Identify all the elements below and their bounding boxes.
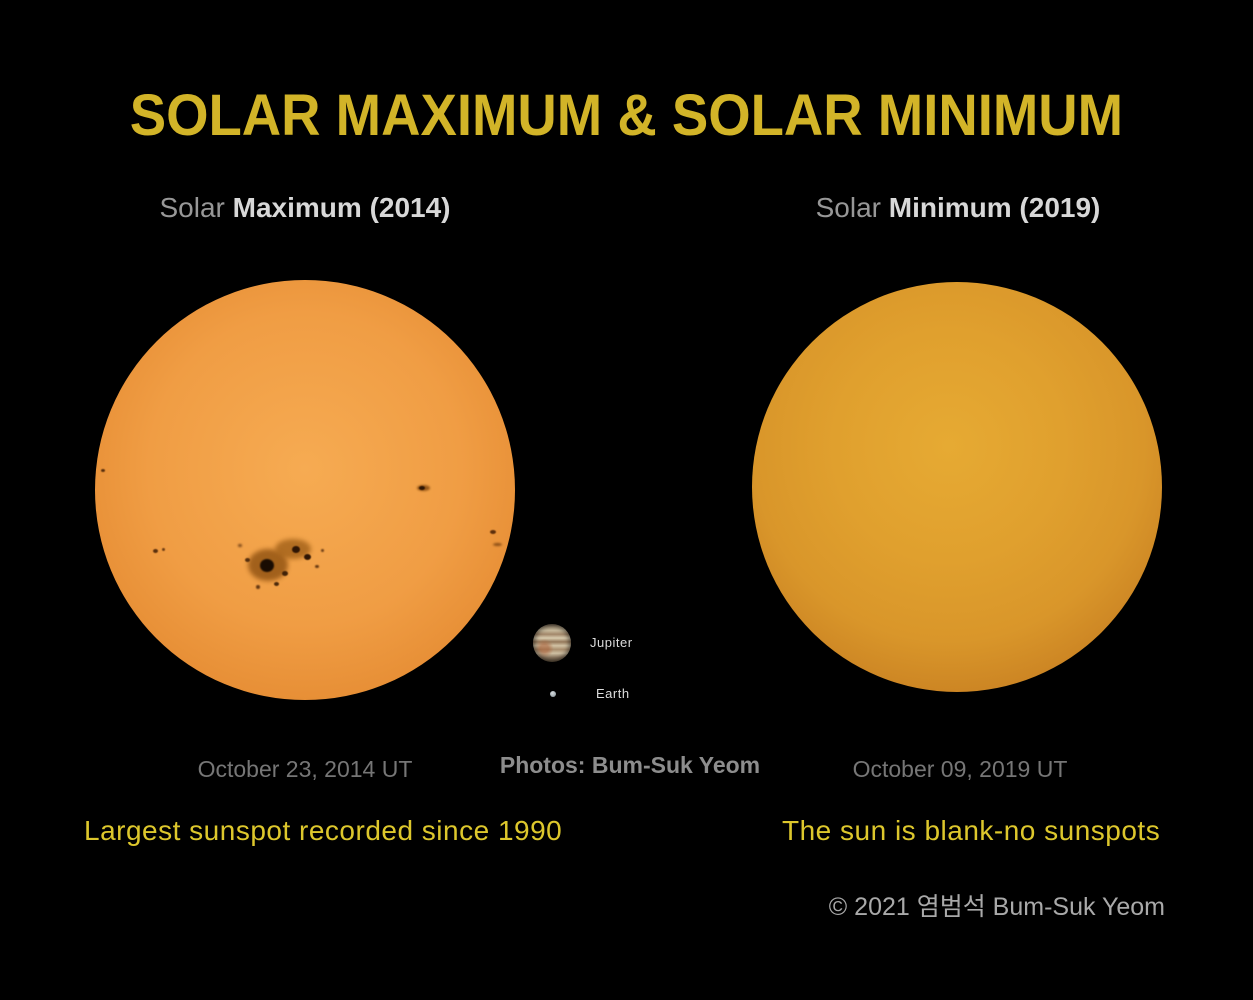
sunspot-layer: [95, 280, 515, 700]
sunspot: [320, 548, 324, 552]
panel-label-solar-maximum: Solar Maximum (2014): [95, 192, 515, 224]
sunspot: [260, 558, 274, 572]
sunspot: [419, 486, 425, 490]
sunspot: [256, 585, 260, 589]
sunspot: [303, 554, 311, 560]
caption-solar-minimum: The sun is blank-no sunspots: [782, 815, 1161, 846]
panel-label-main: Minimum (2019): [888, 192, 1101, 223]
sunspot: [101, 468, 105, 472]
panel-label-prefix: Solar: [159, 192, 225, 223]
sunspot: [490, 530, 496, 534]
panel-label-main: Maximum (2014): [232, 192, 451, 223]
poster-title: SOLAR MAXIMUM & SOLAR MINIMUM: [0, 82, 1253, 149]
jupiter-image: [533, 624, 571, 662]
poster-title-text: SOLAR MAXIMUM & SOLAR MINIMUM: [129, 83, 1124, 148]
sunspot: [244, 558, 250, 562]
sun-photo-2019: [752, 282, 1162, 692]
sun-photo-2014: [95, 280, 515, 700]
photos-credit: Photos: Bum-Suk Yeom: [499, 752, 761, 778]
sunspot: [315, 564, 319, 568]
sunspot: [152, 549, 158, 553]
sunspot: [161, 547, 165, 551]
sunspot: [282, 570, 288, 576]
caption-solar-maximum: Largest sunspot recorded since 1990: [84, 815, 563, 846]
jupiter-label: Jupiter: [590, 635, 633, 650]
earth-label: Earth: [596, 686, 630, 701]
sunspot: [273, 582, 279, 586]
sunspot: [292, 545, 300, 553]
panel-label-prefix: Solar: [815, 192, 881, 223]
copyright-notice: © 2021 염범석 Bum-Suk Yeom: [828, 893, 1165, 921]
sunspot: [238, 543, 242, 547]
photo-date-2014: October 23, 2014 UT: [197, 756, 413, 782]
sunspot: [492, 542, 502, 546]
panel-label-solar-minimum: Solar Minimum (2019): [748, 192, 1168, 224]
photo-date-2019: October 09, 2019 UT: [852, 756, 1068, 782]
earth-image: [550, 691, 556, 697]
